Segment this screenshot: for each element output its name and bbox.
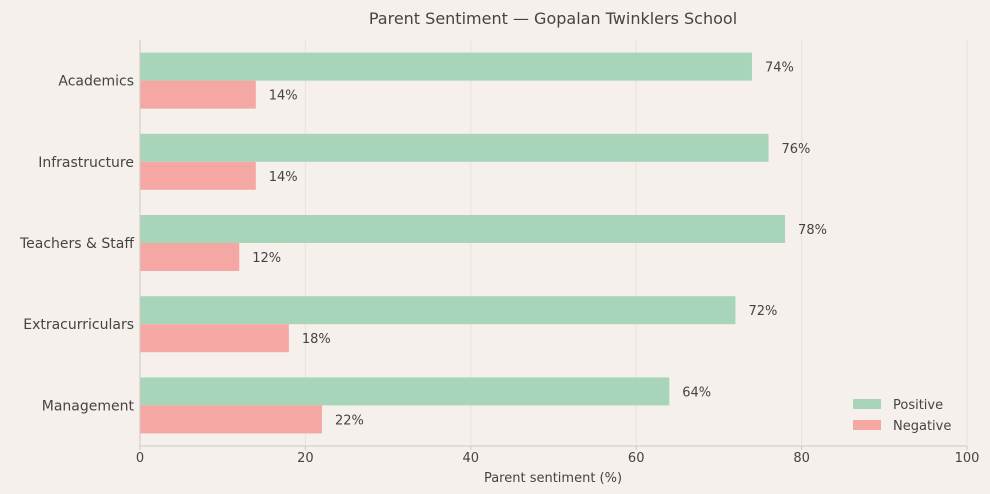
x-ticks: 0 20 40 60 80 100 xyxy=(136,446,980,466)
axes xyxy=(139,40,967,447)
x-tick-label: 40 xyxy=(463,451,480,466)
category-label: Management xyxy=(42,398,135,414)
x-tick-label: 100 xyxy=(955,451,980,466)
bar-negative xyxy=(140,243,240,271)
category-label: Teachers & Staff xyxy=(19,236,134,252)
category-label: Academics xyxy=(58,74,134,90)
bar-value-label: 76% xyxy=(782,142,811,157)
bar-negative xyxy=(140,324,289,353)
bar-value-label: 22% xyxy=(335,413,364,428)
x-tick-label: 60 xyxy=(628,451,645,466)
x-axis-title: Parent sentiment (%) xyxy=(484,471,622,486)
x-tick-label: 0 xyxy=(136,451,144,466)
category-labels: Academics Infrastructure Teachers & Staff E… xyxy=(19,74,135,415)
chart-title: Parent Sentiment — Gopalan Twinklers Sch… xyxy=(369,9,737,28)
category-label: Infrastructure xyxy=(38,155,134,171)
bar-value-label: 18% xyxy=(302,332,331,347)
category-label: Extracurriculars xyxy=(23,317,134,333)
legend-swatch-positive xyxy=(853,399,881,409)
x-tick-label: 80 xyxy=(793,451,810,466)
x-tick-label: 20 xyxy=(297,451,314,466)
legend: Positive Negative xyxy=(853,398,951,434)
bar-value-label: 74% xyxy=(765,61,794,76)
legend-label: Negative xyxy=(893,419,951,434)
bar-negative xyxy=(140,80,256,109)
bar-positive xyxy=(140,377,670,406)
bar-value-label: 14% xyxy=(269,170,298,185)
bar-positive xyxy=(140,215,786,243)
bar-value-label: 78% xyxy=(798,223,827,238)
legend-label: Positive xyxy=(893,398,943,413)
bar-value-label: 12% xyxy=(252,251,281,266)
bar-positive xyxy=(140,52,752,81)
bar-positive xyxy=(140,296,736,325)
bar-negative xyxy=(140,405,322,434)
bar-value-label: 14% xyxy=(269,89,298,104)
bar-negative xyxy=(140,161,256,190)
bar-value-label: 72% xyxy=(748,304,777,319)
bar-positive xyxy=(140,133,769,162)
bars: 74% 14% 76% 14% 78% 12% 72% 18% 64% 22% xyxy=(140,52,827,434)
bar-value-label: 64% xyxy=(682,385,711,400)
legend-swatch-negative xyxy=(853,420,881,430)
